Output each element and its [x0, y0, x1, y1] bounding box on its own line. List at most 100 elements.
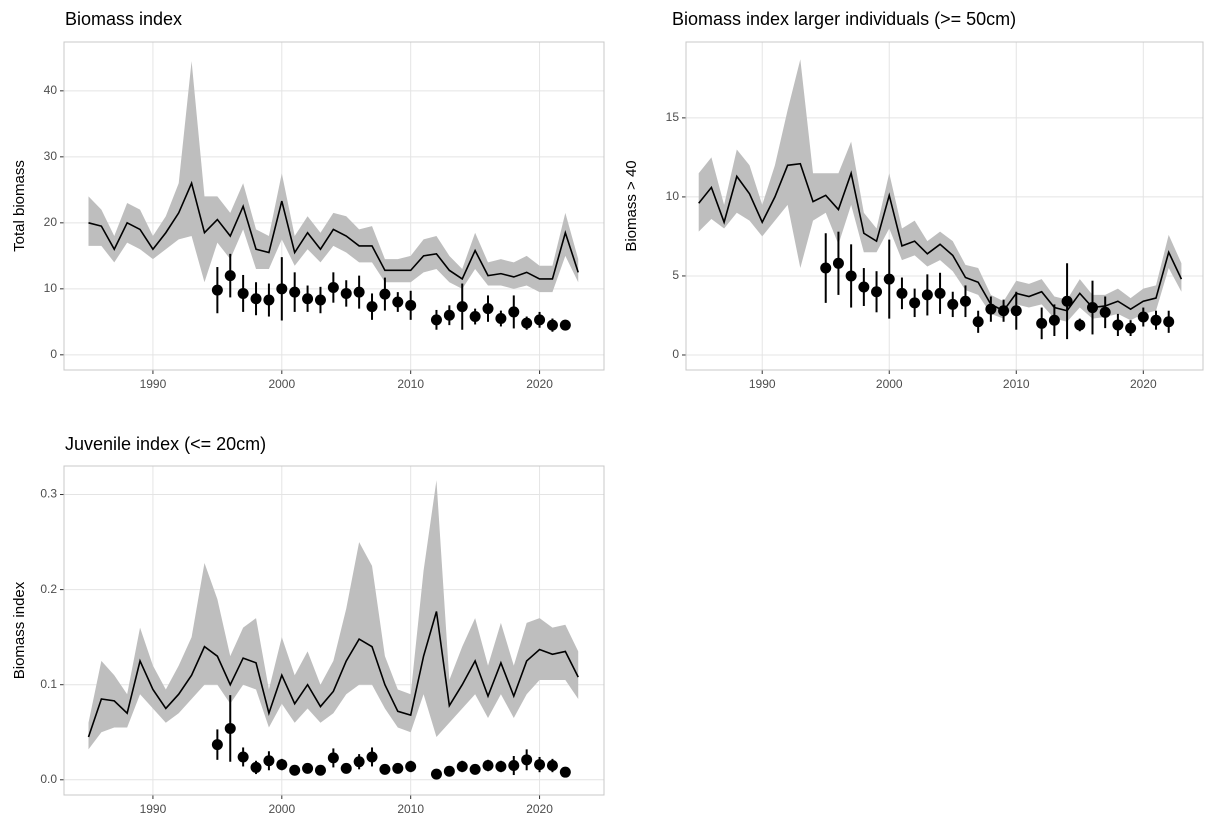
x-tick-label: 2020: [1130, 377, 1157, 391]
point: [896, 287, 908, 299]
chart-title: Biomass index: [65, 9, 182, 29]
point: [211, 284, 223, 296]
x-tick-label: 2010: [397, 377, 424, 391]
line: [698, 162, 1183, 312]
point: [959, 295, 971, 307]
y-tick-label: 0.2: [40, 582, 57, 596]
point: [495, 760, 507, 772]
point: [820, 262, 832, 274]
point: [456, 760, 468, 772]
point: [366, 751, 378, 763]
y-axis-label: Total biomass: [11, 160, 28, 252]
point: [1048, 314, 1060, 326]
y-tick-label: 20: [44, 215, 58, 229]
point: [430, 314, 442, 326]
x-tick-label: 2000: [268, 802, 295, 816]
point: [314, 294, 326, 306]
point: [379, 763, 391, 775]
point: [1150, 314, 1162, 326]
line: [87, 611, 579, 738]
x-tick-label: 2010: [397, 802, 424, 816]
point: [211, 739, 223, 751]
y-tick-label: 0: [672, 347, 679, 361]
y-tick-label: 0.3: [40, 487, 57, 501]
point: [340, 762, 352, 774]
point: [250, 293, 262, 305]
point: [1036, 317, 1048, 329]
x-tick-label: 2020: [526, 377, 553, 391]
point: [237, 751, 249, 763]
point: [314, 764, 326, 776]
point: [546, 760, 558, 772]
chart-title: Juvenile index (<= 20cm): [65, 434, 266, 454]
point: [353, 756, 365, 768]
point: [909, 297, 921, 309]
x-tick-label: 2020: [526, 802, 553, 816]
point: [263, 755, 275, 767]
point: [302, 293, 314, 305]
point: [495, 313, 507, 325]
y-tick-label: 0: [50, 347, 57, 361]
point: [1061, 295, 1073, 307]
y-tick-label: 5: [672, 268, 679, 282]
x-tick-label: 2000: [268, 377, 295, 391]
point: [947, 298, 959, 310]
panel-border: [63, 465, 605, 796]
point: [559, 319, 571, 331]
x-tick-label: 2010: [1003, 377, 1030, 391]
point: [1163, 316, 1175, 328]
point: [1137, 311, 1149, 323]
point: [521, 317, 533, 329]
line: [88, 180, 579, 281]
point: [250, 761, 262, 773]
x-tick-label: 1990: [749, 377, 776, 391]
point: [289, 286, 301, 298]
y-axis-label: Biomass index: [11, 581, 28, 679]
point: [302, 762, 314, 774]
point: [456, 301, 468, 313]
point: [972, 316, 984, 328]
point: [508, 306, 520, 318]
point: [224, 270, 236, 282]
point: [883, 273, 895, 285]
point: [392, 762, 404, 774]
point: [443, 765, 455, 777]
point: [289, 764, 301, 776]
point: [469, 311, 481, 323]
confidence-band: [88, 480, 579, 750]
point: [379, 288, 391, 300]
y-tick-label: 40: [44, 83, 58, 97]
x-tick-label: 1990: [140, 377, 167, 391]
point: [327, 282, 339, 294]
point: [546, 319, 558, 331]
point: [353, 286, 365, 298]
point: [934, 287, 946, 299]
point: [237, 287, 249, 299]
y-tick-label: 10: [666, 189, 680, 203]
point: [1099, 306, 1111, 318]
point: [405, 299, 417, 311]
point: [1125, 322, 1137, 334]
point: [845, 270, 857, 282]
point: [1112, 319, 1124, 331]
x-tick-label: 1990: [140, 802, 167, 816]
point: [1010, 305, 1022, 317]
point: [263, 294, 275, 306]
point: [469, 763, 481, 775]
point: [392, 296, 404, 308]
point: [1074, 319, 1086, 331]
point: [559, 766, 571, 778]
point: [998, 305, 1010, 317]
point: [534, 314, 546, 326]
y-tick-label: 0.1: [40, 677, 57, 691]
point: [832, 257, 844, 269]
y-tick-label: 15: [666, 110, 680, 124]
point: [858, 281, 870, 293]
point: [871, 286, 883, 298]
panel-border: [63, 41, 605, 371]
y-tick-label: 30: [44, 149, 58, 163]
point: [327, 752, 339, 764]
y-axis-label: Biomass > 40: [623, 160, 640, 251]
confidence-band: [88, 61, 579, 293]
